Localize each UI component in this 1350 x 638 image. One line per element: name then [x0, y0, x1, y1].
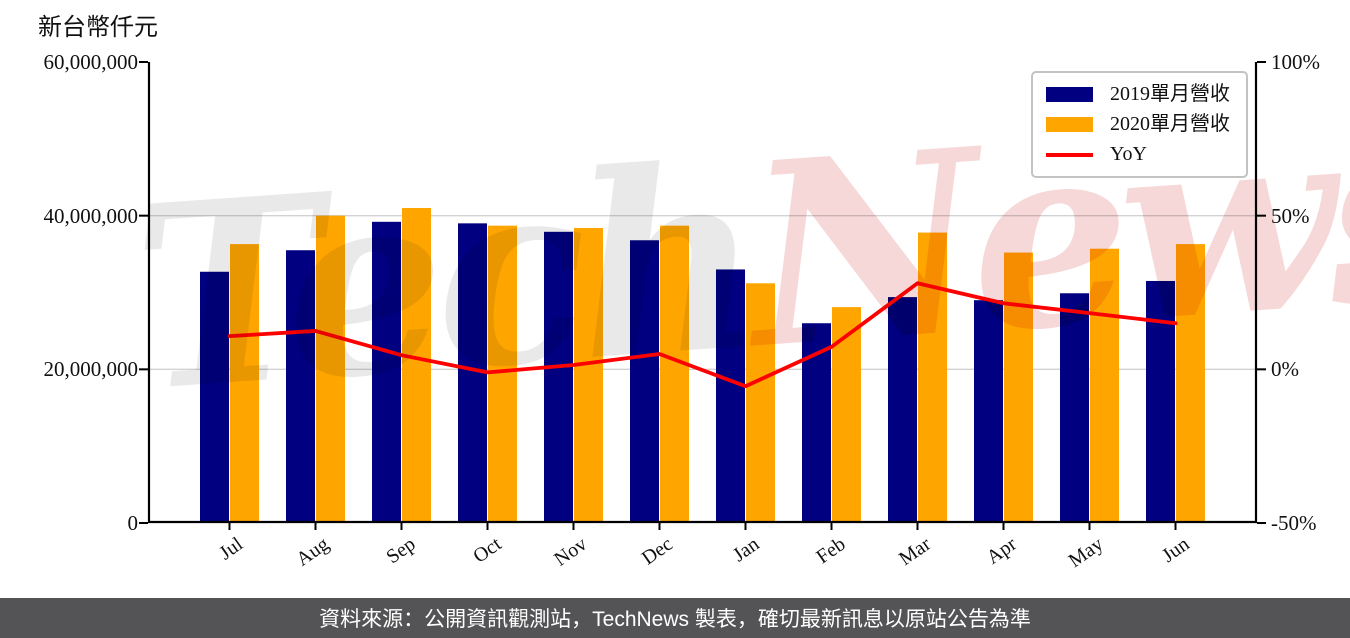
- x-axis-tick-label: Jan: [728, 533, 764, 567]
- y-axis-tick-label: 0: [127, 511, 139, 535]
- legend-label-2019: 2019單月營收: [1110, 83, 1230, 105]
- y-axis-unit-label: 新台幣仟元: [38, 15, 158, 41]
- bar-2020單月營收-Mar: [918, 232, 947, 523]
- right-axis-tick-label: 100%: [1271, 50, 1320, 74]
- bar-2020單月營收-Sep: [402, 207, 431, 523]
- bar-2020單月營收-Aug: [316, 215, 345, 523]
- x-axis-tick-label: Oct: [468, 533, 506, 568]
- x-axis-tick-label: Feb: [811, 533, 850, 569]
- bar-2020單月營收-May: [1090, 248, 1119, 523]
- bar-series: [200, 207, 1205, 523]
- legend-item-2020: 2020單月營收: [1046, 112, 1230, 137]
- bar-2019單月營收-Dec: [630, 240, 659, 523]
- bar-2020單月營收-Nov: [574, 227, 603, 523]
- bar-2019單月營收-Nov: [544, 231, 573, 523]
- bar-2020單月營收-Jul: [230, 244, 259, 523]
- legend-label-yoy: YoY: [1110, 143, 1147, 165]
- x-axis-tick-label: Jul: [215, 533, 248, 565]
- bar-2019單月營收-Aug: [286, 250, 315, 523]
- bar-2019單月營收-Mar: [888, 297, 917, 523]
- chart-canvas: [139, 61, 1266, 530]
- legend-box: 2019單月營收 2020單月營收 YoY: [1031, 71, 1248, 178]
- legend-swatch-2020: [1046, 117, 1093, 132]
- bar-2020單月營收-Dec: [660, 225, 689, 523]
- legend-item-yoy: YoY: [1046, 142, 1230, 167]
- bar-2019單月營收-Jul: [200, 271, 229, 523]
- x-axis-tick-label: Mar: [895, 533, 936, 571]
- x-axis-tick-label: Aug: [292, 533, 334, 571]
- right-axis-tick-label: 50%: [1271, 203, 1310, 228]
- x-axis-tick-label: Jun: [1157, 533, 1194, 567]
- x-axis-tick-label: Apr: [983, 533, 1022, 569]
- y-axis-tick-label: 20,000,000: [43, 357, 139, 382]
- plot-area: 2019單月營收 2020單月營收 YoY 60,000,000 40,000,0…: [44, 50, 1321, 572]
- legend-label-2020: 2020單月營收: [1110, 113, 1230, 135]
- axes-and-ticks: [139, 61, 1266, 530]
- legend-swatch-yoy-line: [1046, 152, 1093, 157]
- right-axis-tick-label: 0%: [1271, 357, 1299, 382]
- bar-2019單月營收-Jun: [1146, 280, 1175, 523]
- x-axis-tick-label: May: [1064, 533, 1108, 573]
- legend-item-2019: 2019單月營收: [1046, 82, 1230, 107]
- bar-2020單月營收-Jan: [746, 283, 775, 523]
- right-axis-tick-label: -50%: [1271, 511, 1317, 535]
- y-axis-tick-label: 40,000,000: [43, 203, 139, 228]
- x-axis-tick-label: Sep: [381, 533, 420, 569]
- y-axis-tick-label: 60,000,000: [43, 50, 139, 74]
- bar-2020單月營收-Jun: [1176, 244, 1205, 523]
- yoy-polyline: [227, 281, 1178, 389]
- footer-bar: 資料來源：公開資訊觀測站，TechNews 製表，確切最新訊息以原站公告為準: [0, 598, 1350, 638]
- bar-2019單月營收-Apr: [974, 300, 1003, 523]
- bar-2019單月營收-Jan: [716, 269, 745, 523]
- legend-swatch-2019: [1046, 87, 1093, 102]
- footer-source-text: 資料來源：公開資訊觀測站，TechNews 製表，確切最新訊息以原站公告為準: [319, 608, 1031, 631]
- bar-2020單月營收-Apr: [1004, 252, 1033, 523]
- bar-2019單月營收-Sep: [372, 221, 401, 523]
- x-axis-tick-label: Dec: [638, 533, 678, 570]
- x-axis-tick-label: Nov: [550, 533, 592, 571]
- bar-2019單月營收-May: [1060, 293, 1089, 523]
- bar-2020單月營收-Oct: [488, 225, 517, 523]
- bar-2020單月營收-Feb: [832, 307, 861, 523]
- yoy-line-series: [227, 281, 1178, 389]
